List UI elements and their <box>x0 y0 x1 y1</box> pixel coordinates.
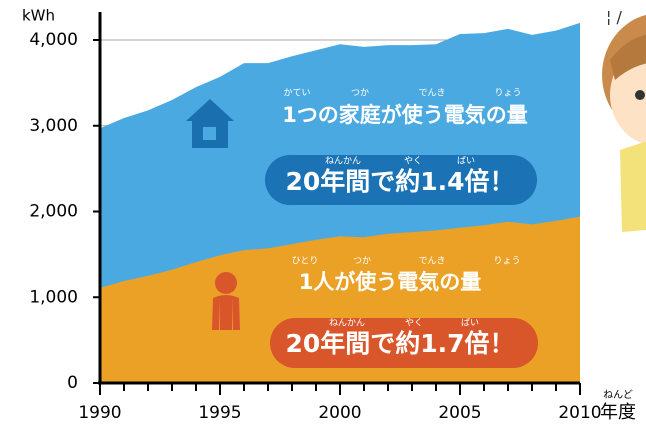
annotation-ruby: ひとり <box>292 256 319 267</box>
y-tick-label: 0 <box>67 373 78 393</box>
annotation: 20年間で約1.4倍！ <box>285 167 514 196</box>
annotation-ruby: つか <box>351 88 369 99</box>
annotation-ruby: りょう <box>493 256 520 267</box>
y-axis-unit: kWh <box>22 7 55 25</box>
x-tick-label: 2000 <box>318 403 361 423</box>
annotation-ruby: ばい <box>457 156 475 167</box>
y-tick-label: 2,000 <box>29 202 78 222</box>
annotation-ruby: かてい <box>283 88 310 99</box>
x-axis-label: 年度 <box>600 402 636 423</box>
annotation-ruby: やく <box>404 156 422 167</box>
annotation: 1つの家庭が使う電気の量 <box>282 103 528 127</box>
annotation-ruby: つか <box>353 256 371 267</box>
x-tick-label: 2010 <box>558 403 601 423</box>
annotation-ruby: ねんかん <box>325 156 361 167</box>
x-tick-label: 1990 <box>78 403 121 423</box>
girl-illustration: ¦ / <box>602 8 646 233</box>
person-body <box>212 295 240 330</box>
person-head <box>215 272 237 294</box>
annotation-ruby: やく <box>405 318 423 329</box>
y-tick-label: 3,000 <box>29 116 78 136</box>
annotation-ruby: りょう <box>494 88 521 99</box>
annotation-ruby: ばい <box>461 318 479 329</box>
house-door <box>203 127 216 140</box>
x-tick-label: 2005 <box>438 403 481 423</box>
annotation-ruby: でんき <box>418 88 445 99</box>
plot: 0 1,000 2,000 3,000 4,000 1990 1995 2000 2005 201… <box>29 12 601 423</box>
svg-text:¦ /: ¦ / <box>606 8 622 27</box>
annotation-ruby: ねんかん <box>329 318 365 329</box>
annotation: 1人が使う電気の量 <box>299 270 482 294</box>
y-tick-label: 1,000 <box>29 287 78 307</box>
annotation-ruby: でんき <box>418 256 445 267</box>
x-tick-label: 1995 <box>198 403 241 423</box>
chart: ¦ / 0 1,000 2,000 3,000 4,000 1990 1995 2000 200… <box>0 0 646 425</box>
y-tick-label: 4,000 <box>29 30 78 50</box>
annotation: 20年間で約1.7倍！ <box>285 329 514 358</box>
x-axis-label-ruby: ねんど <box>603 389 633 401</box>
